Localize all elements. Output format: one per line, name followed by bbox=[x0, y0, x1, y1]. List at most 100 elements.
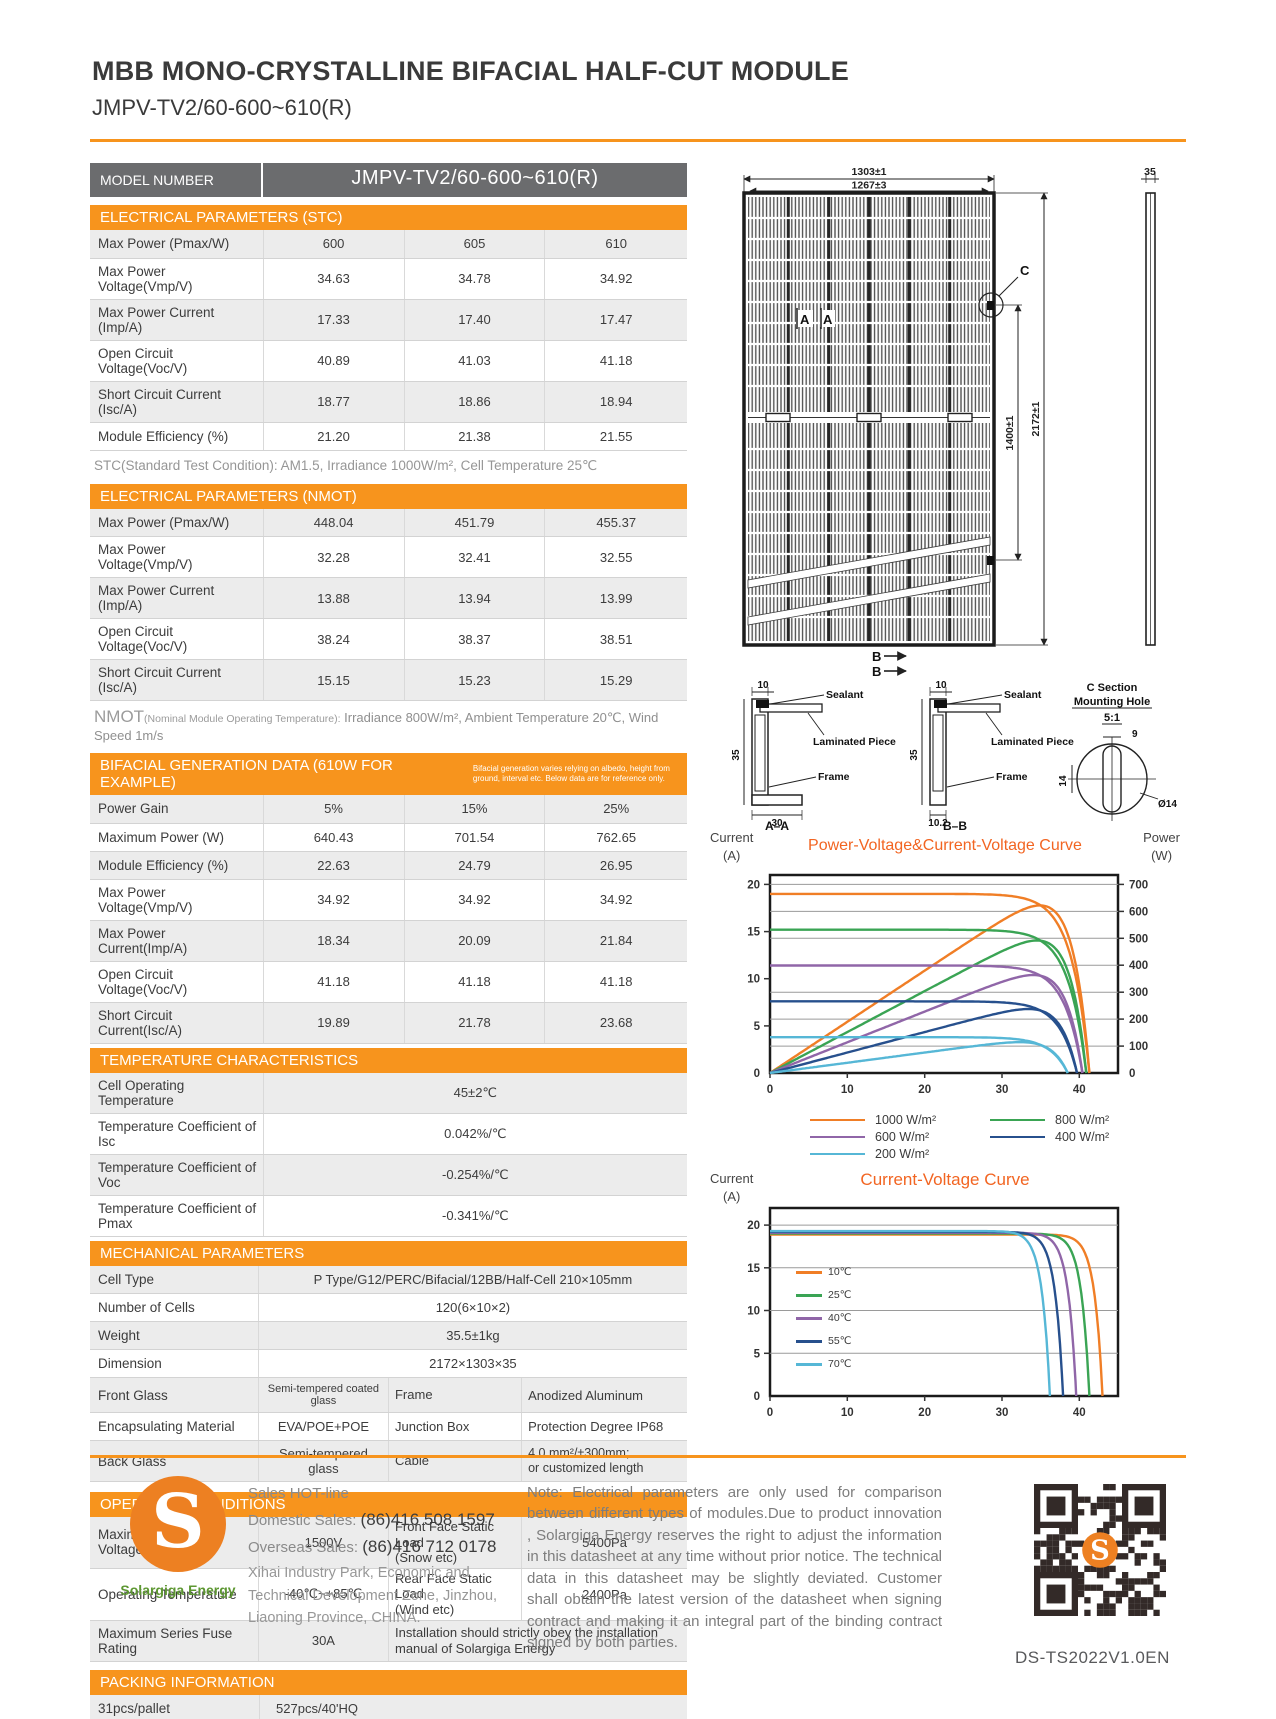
dim-width-inner: 1267±3 bbox=[852, 180, 887, 192]
row-value: 15.23 bbox=[404, 659, 546, 701]
svg-text:Frame: Frame bbox=[996, 771, 1028, 783]
row-label: Front Glass bbox=[90, 1377, 259, 1413]
iv-curve bbox=[770, 928, 1088, 1074]
table-row: Open Circuit Voltage(Voc/V) 38.24 38.37 38.… bbox=[90, 618, 687, 660]
divider-rule-top bbox=[90, 139, 1186, 142]
dim-hole-span: 1400±1 bbox=[1004, 415, 1016, 450]
svg-text:S: S bbox=[1090, 1534, 1110, 1566]
table-row: Number of Cells 120(6×10×2) bbox=[90, 1293, 687, 1322]
legend-line bbox=[810, 1153, 865, 1155]
row-value: 17.40 bbox=[404, 299, 546, 341]
dim-thickness: 35 bbox=[1144, 166, 1156, 178]
left-axis-label: Current (A) bbox=[710, 1171, 754, 1204]
svg-text:10: 10 bbox=[747, 1306, 760, 1318]
section-mark-c: C bbox=[1020, 263, 1030, 278]
row-label: Max Power (Pmax/W) bbox=[90, 508, 264, 537]
row-value: Semi-tempered coated glass bbox=[258, 1377, 389, 1413]
row-label: Max Power Voltage(Vmp/V) bbox=[90, 879, 264, 921]
row-value: 600 bbox=[263, 230, 405, 259]
row-label: Module Efficiency (%) bbox=[90, 422, 264, 451]
row-label: Short Circuit Current (Isc/A) bbox=[90, 381, 264, 423]
row-value: 455.37 bbox=[544, 508, 687, 537]
row-value: 5% bbox=[263, 795, 405, 824]
table-row: 31pcs/pallet 527pcs/40'HQ bbox=[90, 1694, 687, 1719]
legend-label: 400 W/m² bbox=[1055, 1130, 1110, 1144]
row-value: P Type/G12/PERC/Bifacial/12BB/Half-Cell … bbox=[258, 1265, 687, 1294]
nmot-note-prefix: NMOT bbox=[94, 707, 145, 726]
bifacial-table: Power Gain 5% 15% 25% Maximum Power (W) 640.4… bbox=[90, 795, 687, 1044]
row-value: 17.47 bbox=[544, 299, 687, 341]
row-value: 15.29 bbox=[544, 659, 687, 701]
row-label: Max Power Voltage(Vmp/V) bbox=[90, 536, 264, 578]
table-row: Max Power Voltage(Vmp/V) 34.63 34.78 34.92 bbox=[90, 258, 687, 300]
cross-section-drawings: 10 35 30 Sealant Laminated Piece Frame bbox=[731, 680, 1177, 832]
stc-note: STC(Standard Test Condition): AM1.5, Irr… bbox=[94, 457, 598, 473]
row-label: Max Power Current (Imp/A) bbox=[90, 299, 264, 341]
company-address: Xihai Industry Park, Economic and Techni… bbox=[248, 1565, 498, 1627]
dim-width-outer: 1303±1 bbox=[852, 166, 887, 178]
row-value: 18.34 bbox=[263, 920, 405, 962]
table-row: Cell Operating Temperature 45±2℃ bbox=[90, 1072, 687, 1114]
row-value: 610 bbox=[544, 230, 687, 259]
row-value: 15.15 bbox=[263, 659, 405, 701]
table-row: Encapsulating Material EVA/POE+POE Junctio… bbox=[90, 1412, 687, 1441]
temperature-legend: 10℃ 25℃ 40℃ 55℃ 70℃ bbox=[796, 1266, 851, 1381]
row-value: 701.54 bbox=[404, 823, 546, 852]
row-label: Max Power Current(Imp/A) bbox=[90, 920, 264, 962]
row-value: Installation should strictly obey the in… bbox=[388, 1620, 687, 1662]
table-row: Open Circuit Voltage(Voc/V) 41.18 41.18 41.… bbox=[90, 961, 687, 1003]
svg-text:300: 300 bbox=[1129, 987, 1148, 999]
svg-text:0: 0 bbox=[754, 1391, 760, 1403]
divider-rule-bottom bbox=[90, 1455, 1186, 1458]
row-value: 25% bbox=[544, 795, 687, 824]
svg-text:100: 100 bbox=[1129, 1041, 1148, 1053]
table-row: Back Glass Semi-tempered glass Cable 4.0 mm… bbox=[90, 1440, 687, 1482]
overseas-phone: (86)416 712 0178 bbox=[362, 1537, 497, 1557]
table-row: Module Efficiency (%) 21.20 21.38 21.55 bbox=[90, 422, 687, 451]
svg-text:0: 0 bbox=[1129, 1068, 1135, 1080]
legend-label: 200 W/m² bbox=[875, 1147, 930, 1161]
row-value: 21.55 bbox=[544, 422, 687, 451]
table-row: Cell Type P Type/G12/PERC/Bifacial/12BB/H… bbox=[90, 1265, 687, 1294]
svg-text:10: 10 bbox=[747, 974, 760, 986]
row-value: -0.254%/℃ bbox=[263, 1154, 687, 1196]
svg-text:Laminated Piece: Laminated Piece bbox=[813, 736, 896, 748]
iv-curve bbox=[770, 1035, 1069, 1074]
svg-text:20: 20 bbox=[918, 1084, 931, 1096]
table-row: Max Power Voltage(Vmp/V) 32.28 32.41 32.55 bbox=[90, 536, 687, 578]
row-value: EVA/POE+POE bbox=[258, 1412, 389, 1441]
row-value: 38.51 bbox=[544, 618, 687, 660]
left-axis-label: Current (A) bbox=[710, 830, 754, 863]
row-value: 34.92 bbox=[404, 879, 546, 921]
row-value: 762.65 bbox=[544, 823, 687, 852]
legend-line bbox=[796, 1362, 822, 1366]
svg-text:C Section: C Section bbox=[1087, 682, 1138, 694]
svg-text:15: 15 bbox=[747, 1263, 760, 1275]
row-value: 21.38 bbox=[404, 422, 546, 451]
chart-title: Power-Voltage&Current-Voltage Curve bbox=[808, 837, 1082, 854]
row-value: 41.18 bbox=[544, 340, 687, 382]
nmot-note-mid: (Nominal Module Operating Temperature): bbox=[144, 713, 341, 725]
table-row: Short Circuit Current (Isc/A) 18.77 18.86 1… bbox=[90, 381, 687, 423]
legend-line bbox=[796, 1316, 822, 1320]
row-label: Module Efficiency (%) bbox=[90, 851, 264, 880]
row-value: 38.37 bbox=[404, 618, 546, 660]
row-value: 34.78 bbox=[404, 258, 546, 300]
legend-line bbox=[990, 1119, 1045, 1121]
section-header-bifacial: BIFACIAL GENERATION DATA (610W FOR EXAMP… bbox=[90, 753, 687, 795]
row-label: Number of Cells bbox=[90, 1293, 259, 1322]
nmot-table: Max Power (Pmax/W) 448.04 451.79 455.37 Max … bbox=[90, 508, 687, 701]
section-mark-b2: B bbox=[872, 664, 881, 679]
parameters-column: MODEL NUMBER JMPV-TV2/60-600~610(R) ELEC… bbox=[90, 163, 687, 1719]
legend-line bbox=[796, 1270, 822, 1274]
row-value: 41.18 bbox=[404, 961, 546, 1003]
mechanical-table: Cell Type P Type/G12/PERC/Bifacial/12BB/H… bbox=[90, 1265, 687, 1482]
svg-text:700: 700 bbox=[1129, 879, 1148, 891]
svg-text:500: 500 bbox=[1129, 933, 1148, 945]
cell-grid-lines bbox=[748, 216, 990, 619]
row-label: Max Power Current (Imp/A) bbox=[90, 577, 264, 619]
svg-text:B–B: B–B bbox=[943, 819, 967, 832]
legend-label: 55℃ bbox=[828, 1335, 852, 1347]
row-value: Cable bbox=[388, 1440, 523, 1482]
